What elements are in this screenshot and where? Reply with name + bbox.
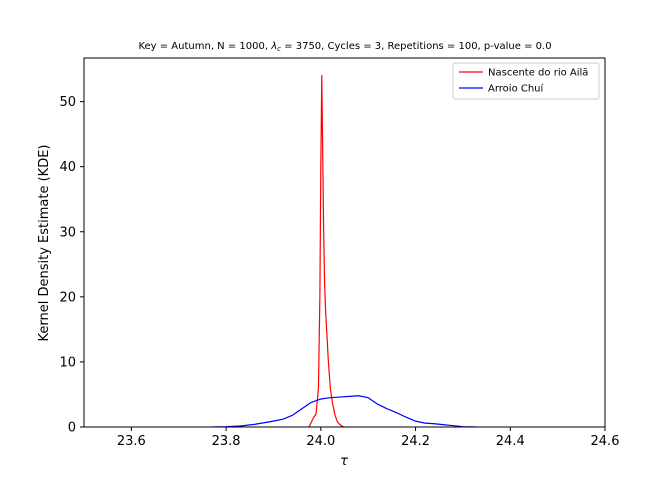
x-tick-label: 23.6 — [117, 434, 146, 449]
y-axis-ticks: 0 10 20 30 40 50 — [59, 95, 84, 436]
y-tick-label: 40 — [59, 160, 76, 175]
chart-title-lambda: λ — [270, 41, 277, 52]
plot-lines — [211, 74, 478, 427]
chart-title-prefix: Key = Autumn, N = 1000, — [138, 41, 271, 52]
x-tick-label: 24.6 — [591, 434, 620, 449]
series-line-arroio — [211, 395, 478, 427]
chart-title-lambda-sub: c — [277, 45, 281, 53]
x-axis-ticks: 23.6 23.8 24.0 24.2 24.4 24.6 — [117, 427, 620, 449]
chart-title: Key = Autumn, N = 1000, λc = 3750, Cycle… — [138, 41, 551, 53]
legend: Nascente do rio Ailã Arroio Chuí — [452, 62, 600, 100]
series-line-nascente — [308, 74, 345, 427]
legend-label-arroio: Arroio Chuí — [488, 83, 545, 95]
y-tick-label: 30 — [59, 225, 76, 240]
legend-label-nascente: Nascente do rio Ailã — [488, 68, 588, 79]
y-tick-label: 0 — [68, 421, 76, 436]
y-tick-label: 10 — [59, 355, 76, 370]
x-tick-label: 23.8 — [212, 434, 241, 449]
x-tick-label: 24.0 — [306, 434, 335, 449]
legend-box — [452, 62, 600, 100]
y-axis-label: Kernel Density Estimate (KDE) — [37, 145, 52, 342]
x-tick-label: 24.2 — [401, 434, 430, 449]
x-tick-label: 24.4 — [496, 434, 525, 449]
plot-area-frame — [83, 57, 606, 428]
chart-title-suffix: = 3750, Cycles = 3, Repetitions = 100, p… — [281, 41, 552, 52]
x-axis-label: τ — [340, 454, 348, 469]
y-tick-label: 20 — [59, 290, 76, 305]
y-tick-label: 50 — [59, 95, 76, 110]
